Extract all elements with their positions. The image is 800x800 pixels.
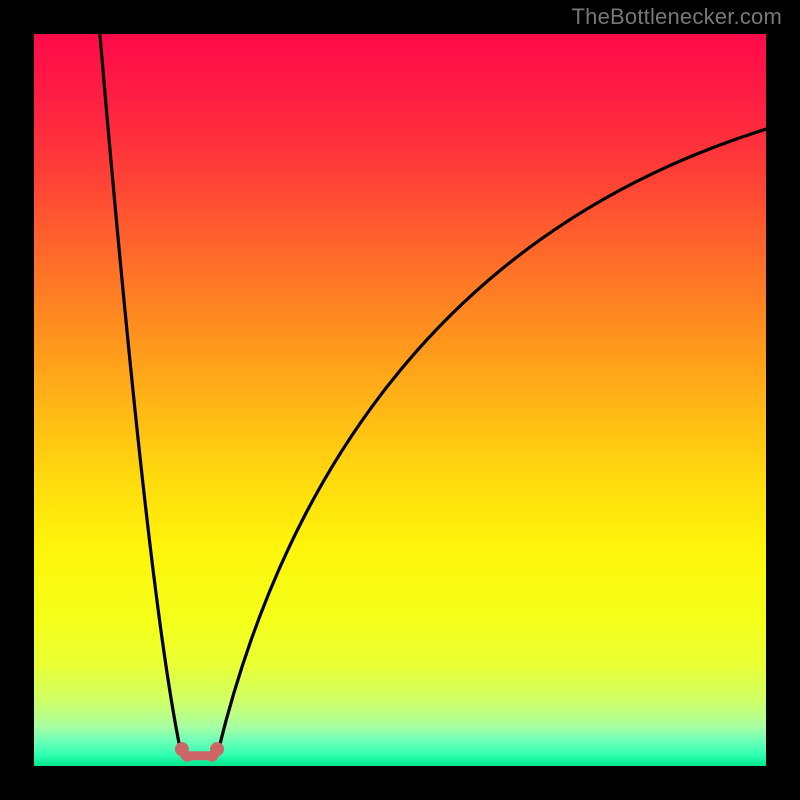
gradient-plot-area <box>34 34 766 766</box>
figure-root: TheBottlenecker.com <box>0 0 800 800</box>
source-watermark: TheBottlenecker.com <box>572 4 782 30</box>
